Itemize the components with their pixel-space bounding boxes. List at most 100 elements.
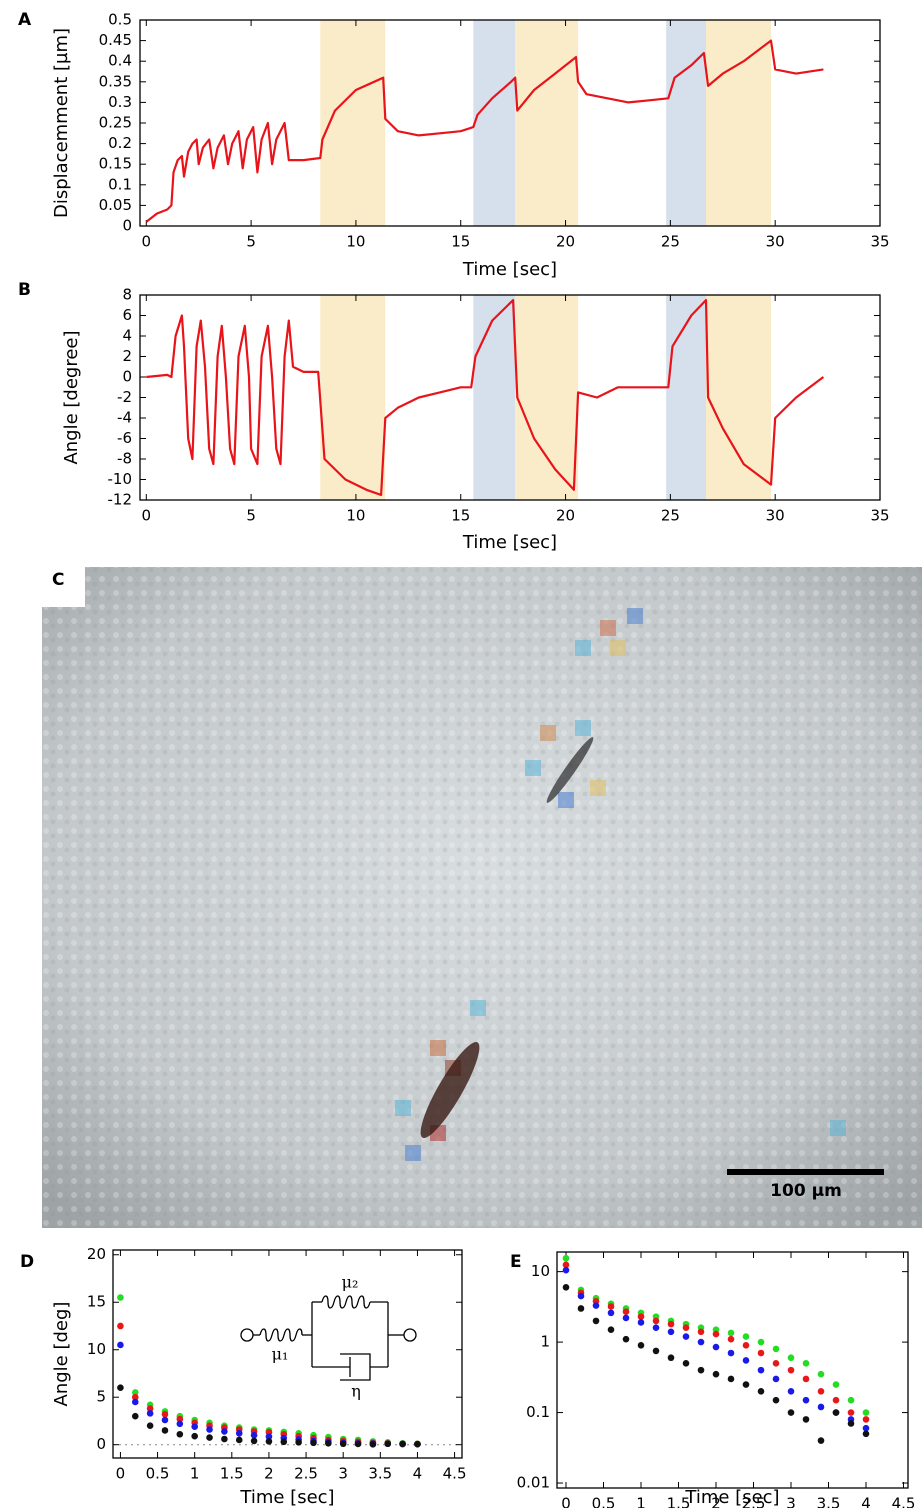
- data-point: [325, 1439, 332, 1447]
- data-point: [280, 1438, 288, 1446]
- data-point: [817, 1437, 825, 1444]
- x-tick-label: 30: [766, 233, 785, 251]
- data-point: [862, 1416, 870, 1423]
- data-point: [742, 1342, 750, 1349]
- data-point: [682, 1360, 690, 1367]
- data-point: [802, 1416, 810, 1423]
- data-point: [265, 1433, 273, 1440]
- data-line: [145, 39, 824, 223]
- data-point: [727, 1329, 735, 1337]
- data-point: [667, 1328, 675, 1336]
- shaded-interval: [473, 295, 516, 500]
- data-point: [682, 1333, 690, 1340]
- y-tick-label: -6: [117, 429, 132, 447]
- data-line: [146, 299, 825, 496]
- x-tick-label: 10: [346, 233, 365, 251]
- chart-panel: 0 0.5 1 1.5 2 2.5 3 3.5 4 4.5 0 5 10 15 20 Time [sec] An…: [20, 1245, 467, 1508]
- x-tick-label: 2.5: [742, 1495, 766, 1508]
- x-tick-label: 0: [142, 233, 152, 251]
- shaded-interval: [320, 20, 386, 226]
- x-tick-label: 30: [766, 507, 785, 525]
- data-point: [742, 1357, 750, 1364]
- data-point: [384, 1440, 392, 1448]
- data-point: [637, 1313, 645, 1320]
- data-point: [727, 1375, 735, 1383]
- data-point: [847, 1420, 855, 1427]
- x-tick-label: 1: [636, 1495, 646, 1508]
- model-diagram: [240, 1295, 417, 1381]
- data-point: [161, 1416, 169, 1424]
- data-point: [652, 1317, 660, 1325]
- image-panel: 100 µm C: [42, 567, 922, 1228]
- x-tick-label: 1: [190, 1465, 200, 1483]
- data-point: [117, 1322, 124, 1330]
- texture: [42, 567, 922, 1228]
- data-point: [131, 1412, 139, 1420]
- x-tick-label: 0: [142, 507, 152, 525]
- panel-label: B: [18, 280, 31, 300]
- y-tick-label: 0: [122, 217, 132, 235]
- y-tick-label: -4: [117, 409, 132, 427]
- data-point: [161, 1427, 169, 1434]
- shaded-interval: [473, 20, 516, 226]
- y-tick-label: 0.35: [99, 72, 132, 90]
- y-tick-label: 0.01: [517, 1474, 550, 1492]
- data-point: [577, 1292, 585, 1300]
- data-point: [235, 1436, 243, 1444]
- data-point: [622, 1335, 630, 1343]
- data-point: [176, 1430, 184, 1438]
- y-tick-label: 15: [87, 1293, 106, 1311]
- y-tick-label: 0.3: [108, 93, 132, 111]
- y-tick-label: -2: [117, 388, 132, 406]
- model-label: μ₁: [272, 1345, 289, 1364]
- data-point: [712, 1370, 720, 1378]
- data-point: [637, 1342, 645, 1349]
- data-point: [742, 1333, 750, 1340]
- data-point: [862, 1409, 870, 1416]
- scale-bar-label: 100 µm: [770, 1181, 842, 1201]
- x-tick-label: 15: [451, 233, 470, 251]
- data-point: [146, 1410, 154, 1417]
- y-tick-label: 0.4: [108, 52, 132, 70]
- y-tick-label: 4: [122, 327, 132, 345]
- data-point: [235, 1430, 243, 1437]
- data-point: [117, 1294, 124, 1301]
- x-tick-label: 5: [246, 233, 256, 251]
- data-point: [832, 1409, 840, 1416]
- x-tick-label: 10: [346, 507, 365, 525]
- data-point: [191, 1423, 198, 1430]
- data-point: [787, 1388, 795, 1395]
- x-axis-label: Time [sec]: [239, 1487, 334, 1508]
- data-point: [742, 1381, 750, 1388]
- data-point: [250, 1437, 258, 1445]
- data-point: [117, 1341, 124, 1349]
- y-tick-label: 0.5: [108, 11, 132, 29]
- data-point: [414, 1440, 421, 1448]
- x-tick-label: 0.5: [146, 1465, 170, 1483]
- data-point: [787, 1354, 795, 1362]
- data-point: [131, 1398, 139, 1406]
- data-point: [607, 1303, 615, 1310]
- x-tick-label: 15: [451, 507, 470, 525]
- data-point: [295, 1439, 302, 1446]
- x-tick-label: 2.5: [294, 1465, 318, 1483]
- data-point: [802, 1360, 810, 1367]
- model-label: η: [351, 1382, 361, 1401]
- data-point: [622, 1314, 630, 1322]
- fiber: [546, 737, 594, 803]
- data-point: [847, 1409, 855, 1416]
- data-point: [802, 1396, 810, 1404]
- data-point: [221, 1428, 228, 1435]
- data-point: [562, 1283, 570, 1291]
- data-point: [682, 1324, 690, 1332]
- data-point: [146, 1405, 154, 1412]
- x-tick-label: 1.5: [220, 1465, 244, 1483]
- x-axis-label: Time [sec]: [684, 1487, 779, 1508]
- y-tick-label: 10: [87, 1340, 106, 1358]
- data-point: [832, 1396, 840, 1404]
- x-tick-label: 4.5: [892, 1495, 916, 1508]
- data-point: [399, 1440, 406, 1448]
- shaded-interval: [666, 20, 707, 226]
- panel-label: A: [18, 10, 32, 30]
